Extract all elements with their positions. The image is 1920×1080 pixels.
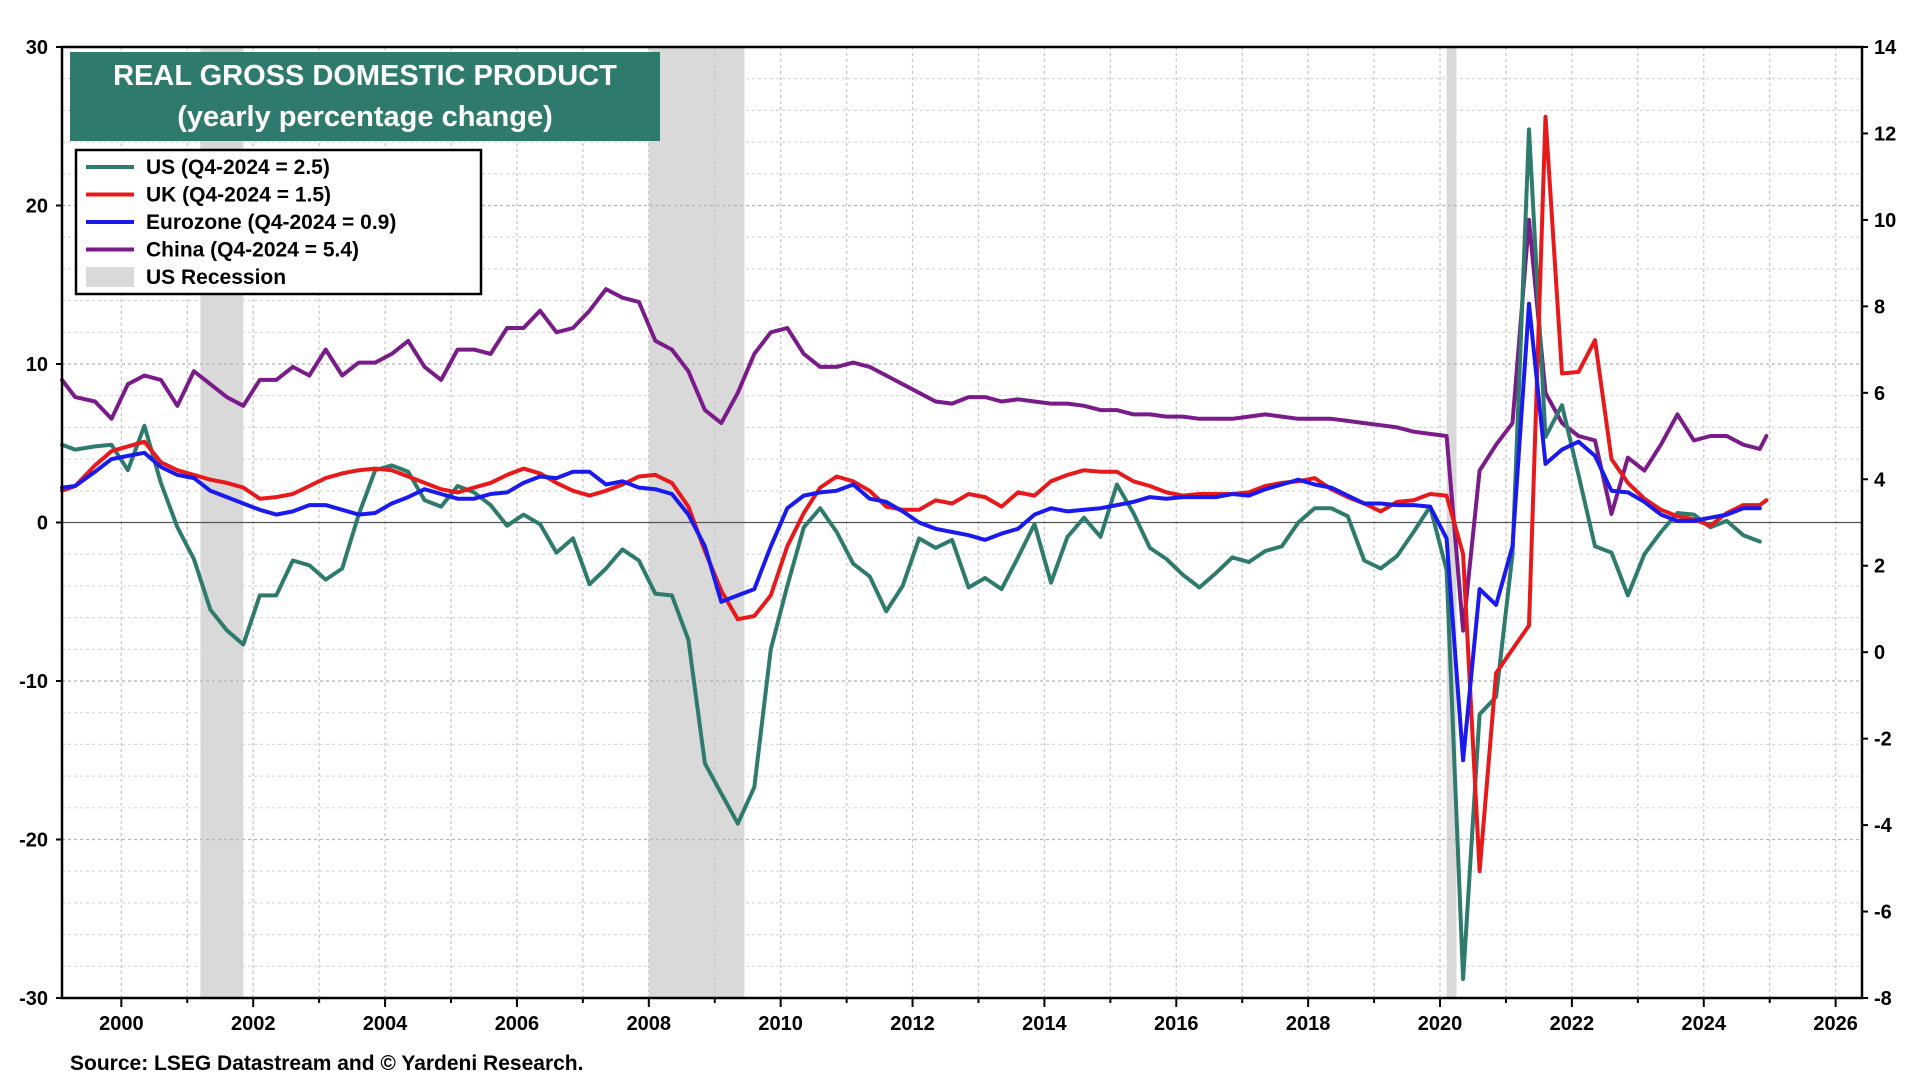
x-axis-label: 2008 <box>627 1013 672 1035</box>
right-axis-label: -6 <box>1874 902 1892 924</box>
x-axis-label: 2024 <box>1682 1013 1727 1035</box>
right-axis-label: -2 <box>1874 729 1892 751</box>
chart-subtitle: (yearly percentage change) <box>177 101 553 133</box>
series-line-china <box>60 217 1769 633</box>
legend: US (Q4-2024 = 2.5) UK (Q4-2024 = 1.5) Euro… <box>74 148 483 296</box>
x-axis-label: 2012 <box>890 1013 935 1035</box>
x-axis-label: 2018 <box>1286 1013 1331 1035</box>
x-axis-label: 2002 <box>231 1013 276 1035</box>
left-axis-label: -20 <box>19 830 48 852</box>
legend-label: Eurozone (Q4-2024 = 0.9) <box>146 211 396 234</box>
x-axis-label: 2004 <box>363 1013 408 1035</box>
x-axis-label: 2026 <box>1813 1013 1858 1035</box>
legend-label: UK (Q4-2024 = 1.5) <box>146 184 331 207</box>
left-axis-label: -10 <box>19 671 48 693</box>
right-axis-label: -8 <box>1874 988 1892 1010</box>
left-axis: 30 20 10 0 -10 -20 -30 <box>19 37 62 1010</box>
right-axis-label: 10 <box>1874 210 1896 232</box>
x-axis-label: 2000 <box>99 1013 144 1035</box>
right-axis-label: 6 <box>1874 383 1885 405</box>
series-line-us <box>60 127 1762 981</box>
x-axis-label: 2014 <box>1022 1013 1067 1035</box>
legend-box <box>74 148 483 296</box>
x-axis-label: 2010 <box>758 1013 803 1035</box>
series-line-uk <box>60 114 1769 874</box>
title-box-bg <box>70 52 660 141</box>
right-axis-label: -4 <box>1874 815 1893 837</box>
legend-label: China (Q4-2024 = 5.4) <box>146 239 359 262</box>
series-line-eurozone <box>60 301 1762 763</box>
series-lines <box>60 114 1769 981</box>
right-axis-label: 8 <box>1874 296 1885 318</box>
legend-label: US Recession <box>146 266 286 289</box>
x-axis: 2000 2002 2004 2006 2008 2010 2012 2014 2016 2018… <box>99 998 1858 1035</box>
x-axis-label: 2006 <box>495 1013 540 1035</box>
right-axis-label: 4 <box>1874 469 1886 491</box>
legend-label: US (Q4-2024 = 2.5) <box>146 156 330 179</box>
left-axis-label: 10 <box>26 354 48 376</box>
right-axis-label: 2 <box>1874 556 1885 578</box>
title-box: REAL GROSS DOMESTIC PRODUCT (yearly perc… <box>70 52 660 141</box>
legend-items: US (Q4-2024 = 2.5) UK (Q4-2024 = 1.5) Euro… <box>86 156 396 289</box>
chart-title: REAL GROSS DOMESTIC PRODUCT <box>113 60 617 92</box>
left-axis-label: 0 <box>37 513 48 535</box>
right-axis-label: 0 <box>1874 642 1885 664</box>
right-axis: 14 12 10 8 6 4 2 0 -2 -4 -6 -8 <box>1862 37 1897 1010</box>
left-axis-label: 30 <box>26 37 48 59</box>
x-axis-label: 2022 <box>1550 1013 1595 1035</box>
right-axis-label: 12 <box>1874 123 1896 145</box>
x-axis-label: 2016 <box>1154 1013 1199 1035</box>
left-axis-label: -30 <box>19 988 48 1010</box>
legend-swatch-recession <box>86 267 134 287</box>
x-axis-label: 2020 <box>1418 1013 1463 1035</box>
source-note: Source: LSEG Datastream and © Yardeni Re… <box>70 1052 583 1075</box>
right-axis-label: 14 <box>1874 37 1897 59</box>
left-axis-label: 20 <box>26 196 48 218</box>
